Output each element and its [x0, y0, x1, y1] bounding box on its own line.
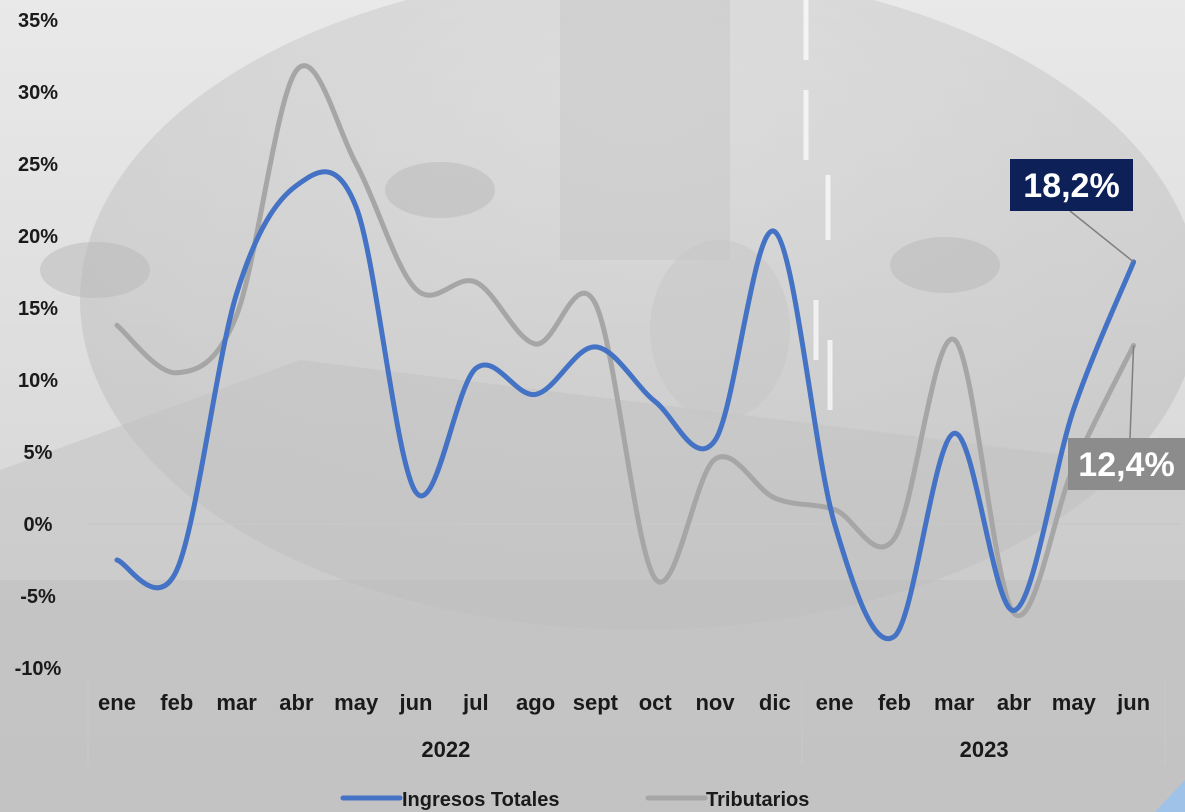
y-tick-label: 20%	[18, 226, 58, 248]
x-tick-label: sept	[573, 690, 619, 715]
x-tick-label: jun	[399, 690, 433, 715]
x-tick-label: oct	[639, 690, 673, 715]
x-tick-label: ene	[816, 690, 854, 715]
x-tick-label: may	[1052, 690, 1097, 715]
callout-leader	[1129, 345, 1135, 439]
y-tick-label: 5%	[24, 442, 53, 464]
y-tick-label: -10%	[15, 658, 62, 680]
year-label: 2022	[421, 737, 470, 762]
callout-label: 12,4%	[1078, 446, 1174, 484]
x-tick-label: dic	[759, 690, 791, 715]
y-tick-label: 25%	[18, 154, 58, 176]
x-tick-label: feb	[160, 690, 193, 715]
x-axis-ticks: ene feb mar abr may jun jul ago sept oct nov dic ene…	[98, 690, 1150, 715]
series-lines	[114, 63, 1137, 642]
callout-leader	[1069, 210, 1135, 263]
y-tick-label: 15%	[18, 298, 58, 320]
y-tick-label: 30%	[18, 82, 58, 104]
callout-label: 18,2%	[1023, 167, 1119, 205]
axes	[87, 523, 1180, 765]
x-tick-label: jul	[462, 690, 489, 715]
x-tick-label: ene	[98, 690, 136, 715]
x-tick-label: jun	[1116, 690, 1150, 715]
y-tick-label: 35%	[18, 10, 58, 32]
year-labels: 2022 2023	[421, 737, 1008, 762]
background-overlay	[803, 0, 833, 410]
callout-box	[1010, 159, 1133, 211]
x-tick-label: mar	[216, 690, 257, 715]
legend: Ingresos Totales Tributarios	[340, 789, 809, 811]
x-tick-label: ago	[516, 690, 555, 715]
series-line-tributarios	[114, 63, 1137, 619]
series-line-ingresos-totales	[114, 169, 1137, 642]
callout-box	[1068, 438, 1185, 490]
y-axis-ticks: -10% -5% 0% 5% 10% 15% 20% 25% 30% 35%	[15, 10, 62, 680]
legend-label: Ingresos Totales	[402, 789, 559, 811]
x-tick-label: nov	[695, 690, 735, 715]
x-tick-label: abr	[279, 690, 314, 715]
callouts: 18,2% 12,4%	[1010, 159, 1185, 490]
x-tick-label: mar	[934, 690, 975, 715]
y-tick-label: -5%	[20, 586, 56, 608]
y-tick-label: 10%	[18, 370, 58, 392]
x-tick-label: feb	[878, 690, 911, 715]
x-tick-label: abr	[997, 690, 1032, 715]
y-tick-label: 0%	[24, 514, 53, 536]
legend-label: Tributarios	[706, 789, 809, 811]
year-label: 2023	[960, 737, 1009, 762]
x-tick-label: may	[334, 690, 379, 715]
